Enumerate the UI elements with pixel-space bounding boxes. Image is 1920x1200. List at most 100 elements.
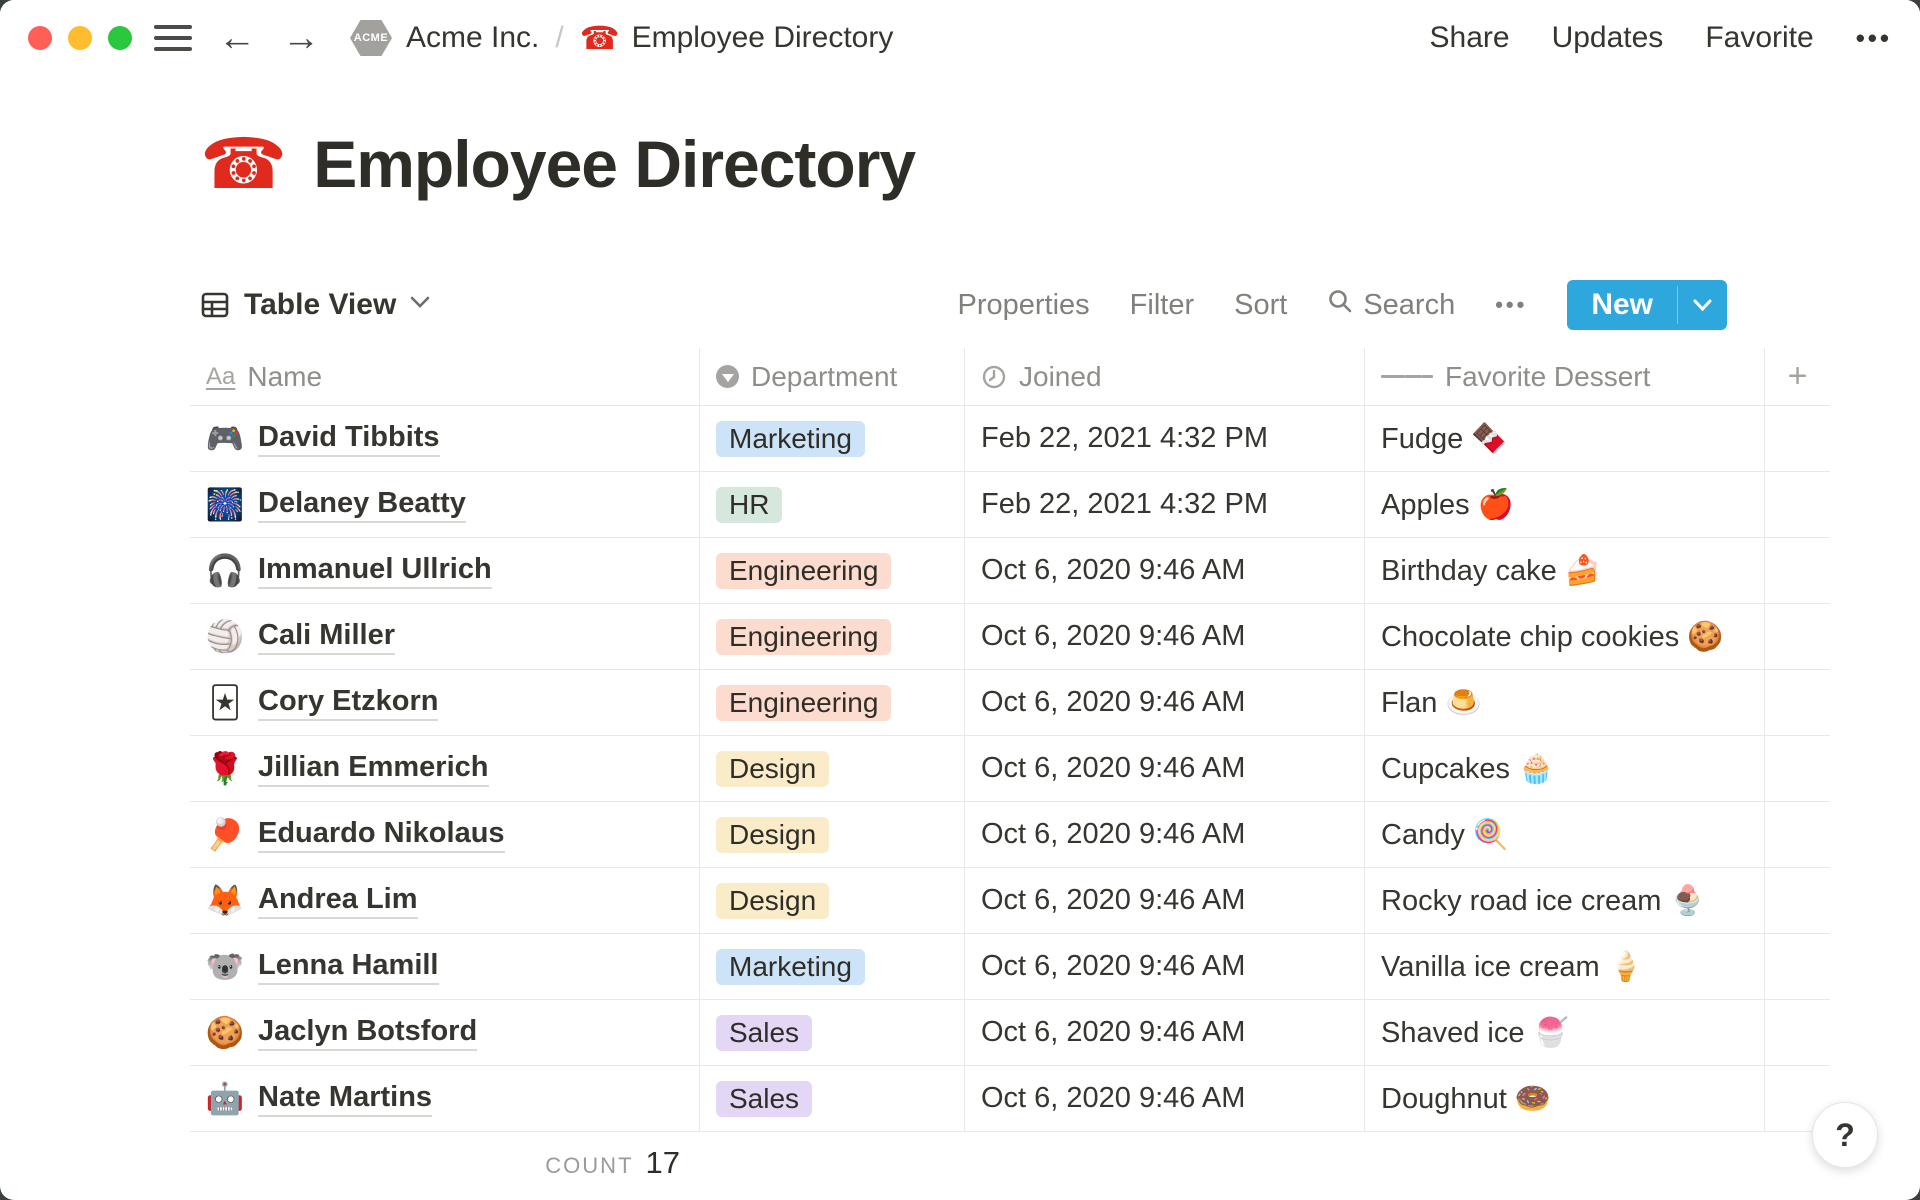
view-label: Table View [244, 288, 397, 321]
employee-name-link[interactable]: Cory Etzkorn [258, 685, 439, 721]
table-row[interactable]: 🎆 Delaney Beatty HR Feb 22, 2021 4:32 PM … [190, 472, 1830, 538]
help-button[interactable]: ? [1812, 1102, 1878, 1168]
favorite-dessert[interactable]: Fudge 🍫 [1365, 406, 1765, 471]
department-tag[interactable]: Engineering [716, 684, 892, 721]
department-tag[interactable]: Sales [716, 1014, 813, 1051]
employee-name-link[interactable]: Cali Miller [258, 619, 395, 655]
breadcrumb-page[interactable]: Employee Directory [631, 21, 894, 54]
table-row[interactable]: 🏐 Cali Miller Engineering Oct 6, 2020 9:4… [190, 604, 1830, 670]
new-record-button[interactable]: New [1567, 280, 1727, 330]
sort-button[interactable]: Sort [1234, 288, 1288, 321]
table-row[interactable]: 🎧 Immanuel Ullrich Engineering Oct 6, 202… [190, 538, 1830, 604]
department-tag[interactable]: Marketing [716, 948, 865, 985]
avatar: 🦊 [205, 883, 245, 918]
joined-date[interactable]: Oct 6, 2020 9:46 AM [965, 1066, 1365, 1131]
minimize-window-button[interactable] [68, 26, 92, 50]
joined-date[interactable]: Feb 22, 2021 4:32 PM [965, 406, 1365, 471]
column-header-joined[interactable]: Joined [965, 348, 1365, 405]
joined-date[interactable]: Oct 6, 2020 9:46 AM [965, 538, 1365, 603]
breadcrumb: ACME Acme Inc. / ☎ Employee Directory [350, 19, 893, 57]
department-tag[interactable]: Design [716, 750, 830, 787]
favorite-dessert[interactable]: Cupcakes 🧁 [1365, 736, 1765, 801]
count-value: 17 [645, 1145, 680, 1180]
joined-date[interactable]: Oct 6, 2020 9:46 AM [965, 604, 1365, 669]
employee-table: Aa Name Department Joined Favorite Desse… [190, 348, 1830, 1194]
favorite-dessert[interactable]: Birthday cake 🍰 [1365, 538, 1765, 603]
text-property-icon [1381, 371, 1433, 381]
updates-button[interactable]: Updates [1551, 21, 1664, 54]
avatar: 🎆 [205, 487, 245, 522]
column-header-favorite-dessert[interactable]: Favorite Dessert [1365, 348, 1765, 405]
department-tag[interactable]: Sales [716, 1080, 813, 1117]
favorite-dessert[interactable]: Candy 🍭 [1365, 802, 1765, 867]
table-row[interactable]: 🏓 Eduardo Nikolaus Design Oct 6, 2020 9:4… [190, 802, 1830, 868]
count-aggregate[interactable]: COUNT 17 [190, 1145, 700, 1181]
employee-name-link[interactable]: Jaclyn Botsford [258, 1015, 478, 1051]
table-row[interactable]: 🐨 Lenna Hamill Marketing Oct 6, 2020 9:46… [190, 934, 1830, 1000]
more-options-icon[interactable]: ••• [1855, 22, 1892, 53]
column-header-department[interactable]: Department [700, 348, 965, 405]
forward-arrow-icon[interactable]: → [282, 17, 320, 59]
joined-date[interactable]: Oct 6, 2020 9:46 AM [965, 736, 1365, 801]
view-more-options-icon[interactable]: ••• [1495, 292, 1528, 317]
avatar: 🃏 [209, 684, 241, 720]
employee-name-link[interactable]: Andrea Lim [258, 883, 418, 919]
select-property-icon [716, 365, 739, 388]
favorite-dessert[interactable]: Doughnut 🍩 [1365, 1066, 1765, 1131]
add-column-button[interactable]: + [1787, 357, 1808, 395]
breadcrumb-workspace[interactable]: Acme Inc. [406, 21, 540, 54]
table-row[interactable]: 🦊 Andrea Lim Design Oct 6, 2020 9:46 AM R… [190, 868, 1830, 934]
employee-name-link[interactable]: Nate Martins [258, 1081, 433, 1117]
filter-button[interactable]: Filter [1129, 288, 1195, 321]
department-tag[interactable]: Engineering [716, 552, 892, 589]
employee-name-link[interactable]: Eduardo Nikolaus [258, 817, 505, 853]
department-tag[interactable]: Design [716, 816, 830, 853]
table-row[interactable]: 🍪 Jaclyn Botsford Sales Oct 6, 2020 9:46 … [190, 1000, 1830, 1066]
department-tag[interactable]: Engineering [716, 618, 892, 655]
favorite-dessert[interactable]: Vanilla ice cream 🍦 [1365, 934, 1765, 999]
zoom-window-button[interactable] [108, 26, 132, 50]
department-tag[interactable]: Marketing [716, 420, 865, 457]
table-row[interactable]: 🌹 Jillian Emmerich Design Oct 6, 2020 9:4… [190, 736, 1830, 802]
breadcrumb-separator: / [555, 21, 564, 54]
joined-date[interactable]: Oct 6, 2020 9:46 AM [965, 934, 1365, 999]
employee-name-link[interactable]: Delaney Beatty [258, 487, 466, 523]
employee-name-link[interactable]: Jillian Emmerich [258, 751, 489, 787]
joined-date[interactable]: Oct 6, 2020 9:46 AM [965, 670, 1365, 735]
search-button[interactable]: Search [1327, 288, 1455, 322]
favorite-dessert[interactable]: Apples 🍎 [1365, 472, 1765, 537]
back-arrow-icon[interactable]: ← [218, 17, 256, 59]
joined-date[interactable]: Oct 6, 2020 9:46 AM [965, 868, 1365, 933]
favorite-button[interactable]: Favorite [1705, 21, 1814, 54]
joined-date[interactable]: Oct 6, 2020 9:46 AM [965, 802, 1365, 867]
department-tag[interactable]: Design [716, 882, 830, 919]
joined-date[interactable]: Oct 6, 2020 9:46 AM [965, 1000, 1365, 1065]
table-view-switcher[interactable]: Table View [200, 288, 430, 322]
department-tag[interactable]: HR [716, 486, 783, 523]
properties-button[interactable]: Properties [957, 288, 1090, 321]
table-view-icon [200, 290, 230, 320]
favorite-dessert[interactable]: Flan 🍮 [1365, 670, 1765, 735]
page-phone-icon: ☎ [579, 20, 620, 56]
column-header-name[interactable]: Aa Name [190, 348, 700, 405]
table-row[interactable]: 🤖 Nate Martins Sales Oct 6, 2020 9:46 AM … [190, 1066, 1830, 1132]
employee-name-link[interactable]: Immanuel Ullrich [258, 553, 492, 589]
employee-name-link[interactable]: Lenna Hamill [258, 949, 439, 985]
table-row[interactable]: 🃏 Cory Etzkorn Engineering Oct 6, 2020 9:… [190, 670, 1830, 736]
avatar: 🎧 [205, 553, 245, 588]
favorite-dessert[interactable]: Rocky road ice cream 🍨 [1365, 868, 1765, 933]
employee-name-link[interactable]: David Tibbits [258, 421, 440, 457]
sidebar-menu-icon[interactable] [154, 25, 192, 51]
new-button-label[interactable]: New [1591, 288, 1653, 321]
search-icon [1327, 288, 1353, 322]
new-button-chevron-icon[interactable] [1678, 280, 1727, 330]
favorite-dessert[interactable]: Shaved ice 🍧 [1365, 1000, 1765, 1065]
favorite-dessert[interactable]: Chocolate chip cookies 🍪 [1365, 604, 1765, 669]
share-button[interactable]: Share [1429, 21, 1510, 54]
joined-date[interactable]: Feb 22, 2021 4:32 PM [965, 472, 1365, 537]
workspace-logo-icon: ACME [350, 20, 392, 56]
table-footer: COUNT 17 [190, 1132, 1830, 1194]
table-row[interactable]: 🎮 David Tibbits Marketing Feb 22, 2021 4:… [190, 406, 1830, 472]
avatar: 🎮 [205, 421, 245, 456]
close-window-button[interactable] [28, 26, 52, 50]
